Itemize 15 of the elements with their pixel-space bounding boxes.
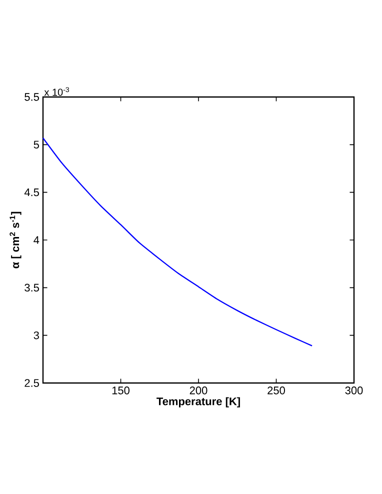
y-tick-label: 5 [34, 140, 39, 149]
x-tick-label: 150 [112, 386, 130, 394]
x-tick-label: 300 [345, 386, 363, 394]
y-tick-label: 2.5 [24, 379, 39, 387]
y-tick-label: 4.5 [24, 188, 39, 196]
y-tick-label: 5.5 [24, 93, 39, 101]
y-axis-title: α [ cm$^{2}$ s$^{-1}$] [10, 212, 22, 268]
x-axis-title: Temperature [K] [156, 397, 240, 408]
y-tick-label: 4 [34, 236, 40, 244]
y-tick-label: 3.5 [24, 284, 39, 292]
line-series [42, 137, 313, 346]
y-tick-label: 3 [34, 331, 39, 340]
x-tick-label: 250 [268, 386, 285, 394]
text: x 10$^{-3}$ [44, 87, 70, 96]
x-tick-label: 200 [190, 386, 208, 394]
